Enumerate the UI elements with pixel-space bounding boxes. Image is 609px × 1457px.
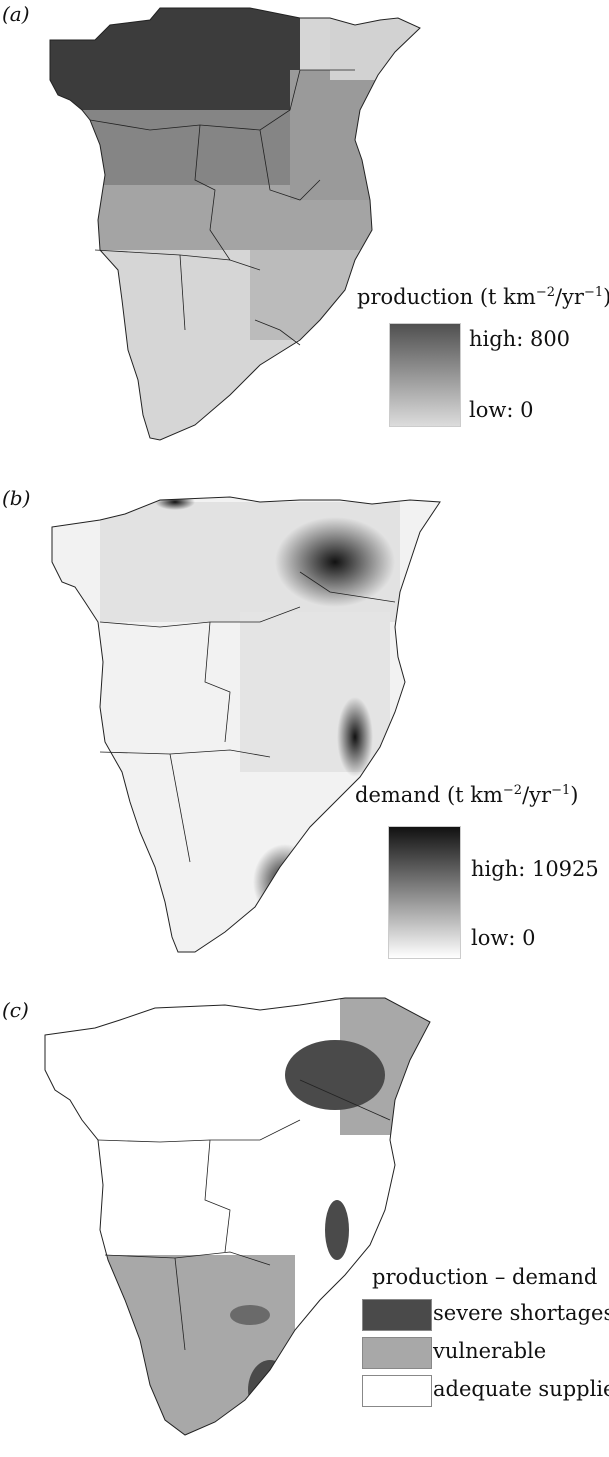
panel-b: (b) demand (t km−2/yr−1) high: 10925 low… — [0, 482, 609, 972]
shortage-zone — [248, 1360, 292, 1420]
severe-shortages-label: severe shortages — [433, 1301, 609, 1325]
panel-a-label: (a) — [2, 2, 30, 26]
panel-a: (a) production (t km−2/yr−1) high: 800 — [0, 0, 609, 460]
demand-legend-title: demand (t km−2/yr−1) — [355, 783, 579, 807]
panel-c-label: (c) — [2, 998, 29, 1022]
vulnerable-zone — [95, 1255, 295, 1435]
demand-hotspot — [337, 697, 373, 777]
production-high-label: high: 800 — [469, 327, 571, 351]
vulnerable-swatch — [362, 1337, 432, 1369]
adequate-supplies-swatch — [362, 1375, 432, 1407]
balance-legend-title: production – demand — [372, 1265, 598, 1289]
severe-shortages-swatch — [362, 1299, 432, 1331]
shortage-zone — [285, 1040, 385, 1110]
demand-map — [51, 496, 441, 953]
demand-hotspot — [275, 517, 395, 607]
vulnerable-label: vulnerable — [433, 1339, 547, 1363]
shortage-zone — [325, 1200, 349, 1260]
production-low-label: low: 0 — [469, 398, 534, 422]
demand-hotspot — [253, 844, 317, 920]
production-color-ramp — [389, 323, 461, 427]
demand-color-ramp — [388, 826, 461, 959]
adequate-supplies-label: adequate supplies — [433, 1377, 609, 1401]
demand-low-label: low: 0 — [471, 926, 536, 950]
production-legend-title: production (t km−2/yr−1) — [357, 285, 609, 309]
panel-b-label: (b) — [2, 486, 31, 510]
production-map — [49, 7, 421, 441]
production-high-zone — [50, 8, 300, 115]
demand-high-label: high: 10925 — [471, 857, 599, 881]
demand-hotspot — [155, 497, 195, 510]
balance-map — [44, 997, 431, 1436]
panel-c: (c) production – demand severe shortages… — [0, 990, 609, 1457]
